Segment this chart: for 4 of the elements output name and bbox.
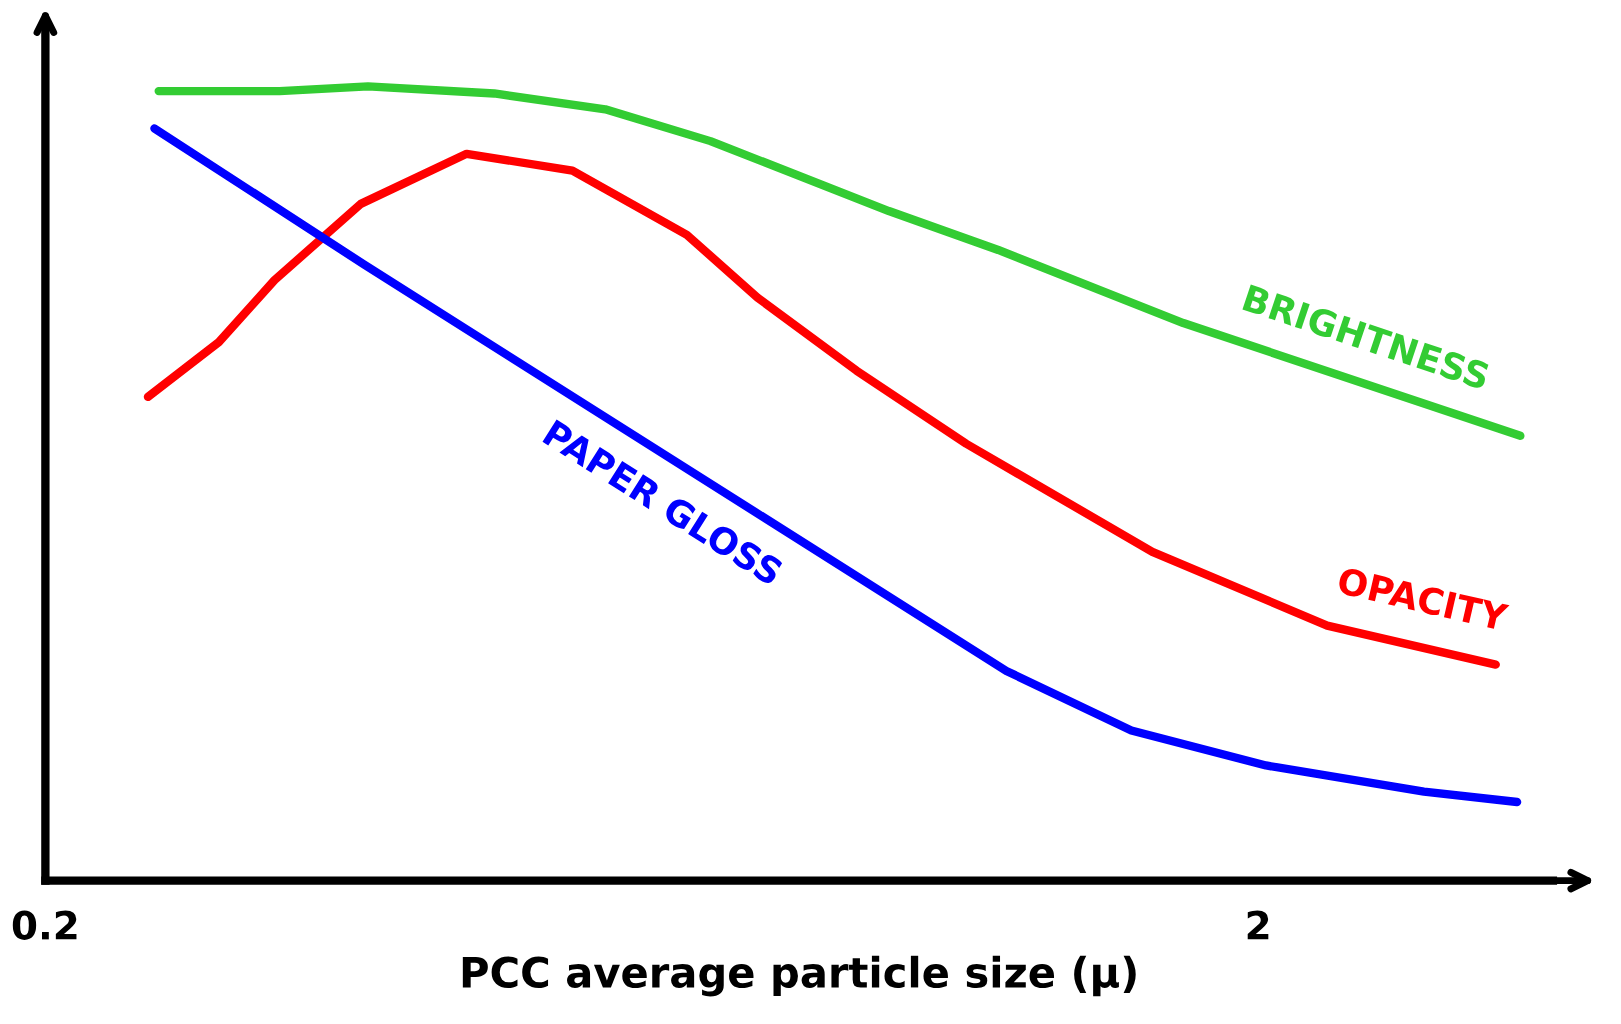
x-axis-title: PCC average particle size (μ) <box>462 955 1136 997</box>
x-tick-label: 0.2 <box>12 910 77 940</box>
text: OPACITY <box>1336 566 1510 632</box>
x-tick-label: 2 <box>1247 910 1269 940</box>
